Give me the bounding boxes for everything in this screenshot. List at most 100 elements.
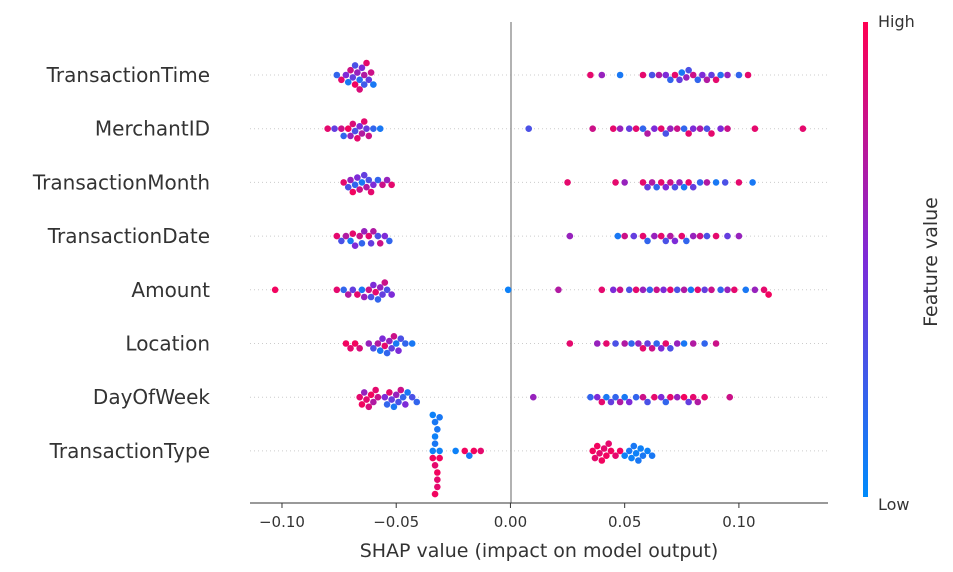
data-point [703,125,711,132]
data-point [635,340,642,347]
data-point [653,286,660,294]
data-point [360,118,368,125]
data-point [555,286,562,294]
data-point [639,179,647,186]
data-point [344,183,352,191]
data-point [632,450,640,457]
data-point [388,396,395,403]
data-point [625,398,633,406]
data-point [621,340,628,347]
x-tick-label: 0.05 [608,513,641,531]
data-point [616,125,624,132]
data-point [731,286,738,294]
data-point [360,293,368,301]
data-point [653,340,660,347]
data-point [434,469,441,476]
data-point [340,132,347,140]
data-point [685,130,692,137]
data-point [360,71,368,79]
data-point [696,125,704,132]
feature-label: MerchantID [95,117,210,141]
data-point [614,232,622,240]
data-point [712,179,720,186]
data-point [680,286,688,294]
data-point [616,71,624,79]
data-point [628,454,635,462]
data-point [676,179,683,186]
data-point [591,454,599,462]
data-point [340,179,347,186]
data-point [452,447,459,455]
data-point [680,183,688,191]
data-point [363,59,370,67]
data-point [644,183,651,191]
data-point [694,76,702,84]
data-point [434,426,441,433]
x-tick-label: −0.05 [373,513,419,531]
data-point [609,125,617,132]
data-point [639,286,647,294]
data-point [639,71,647,79]
data-point [429,447,437,455]
data-point [685,398,692,406]
data-point [621,232,628,240]
data-point [363,125,370,132]
data-point [404,389,411,396]
data-point [388,181,395,189]
data-point [644,130,651,137]
data-point [612,452,619,460]
data-point [587,393,594,401]
feature-label: TransactionMonth [32,170,210,194]
data-point [392,340,400,347]
colorbar-label: Feature value [920,197,942,327]
data-point [436,454,443,462]
data-point [703,76,711,84]
data-point [667,179,674,186]
data-point [372,288,379,296]
data-point [356,76,363,84]
data-point [370,228,377,235]
data-point [703,232,711,240]
data-point [680,340,688,347]
data-point [367,69,375,76]
data-point [673,393,681,401]
data-point [621,393,628,401]
data-point [367,188,375,196]
data-point [395,347,402,355]
data-point [644,237,651,245]
data-point [434,483,441,491]
data-point [612,340,619,347]
data-point [724,286,731,294]
data-point [662,71,670,79]
data-point [354,135,361,142]
data-point [749,179,756,186]
data-point [466,452,473,460]
data-point [379,291,386,298]
data-point [644,447,651,455]
data-point [600,445,608,452]
data-point [765,291,772,298]
data-point [374,232,382,240]
data-point [671,237,679,245]
data-point [383,286,391,294]
data-point [646,286,654,294]
data-point [667,76,674,84]
x-tick-label: 0.00 [494,513,527,531]
data-point [694,286,702,294]
data-point [349,120,357,128]
data-point [724,71,731,79]
data-point [751,286,759,294]
data-point [349,230,357,237]
data-point [616,286,624,294]
data-point [735,179,743,186]
data-point [344,78,352,86]
data-point [340,286,347,294]
data-point [390,403,398,411]
data-point [657,345,665,352]
data-point [685,66,692,74]
data-point [603,393,610,401]
data-point [333,71,341,79]
data-point [593,340,601,347]
data-point [342,232,350,240]
